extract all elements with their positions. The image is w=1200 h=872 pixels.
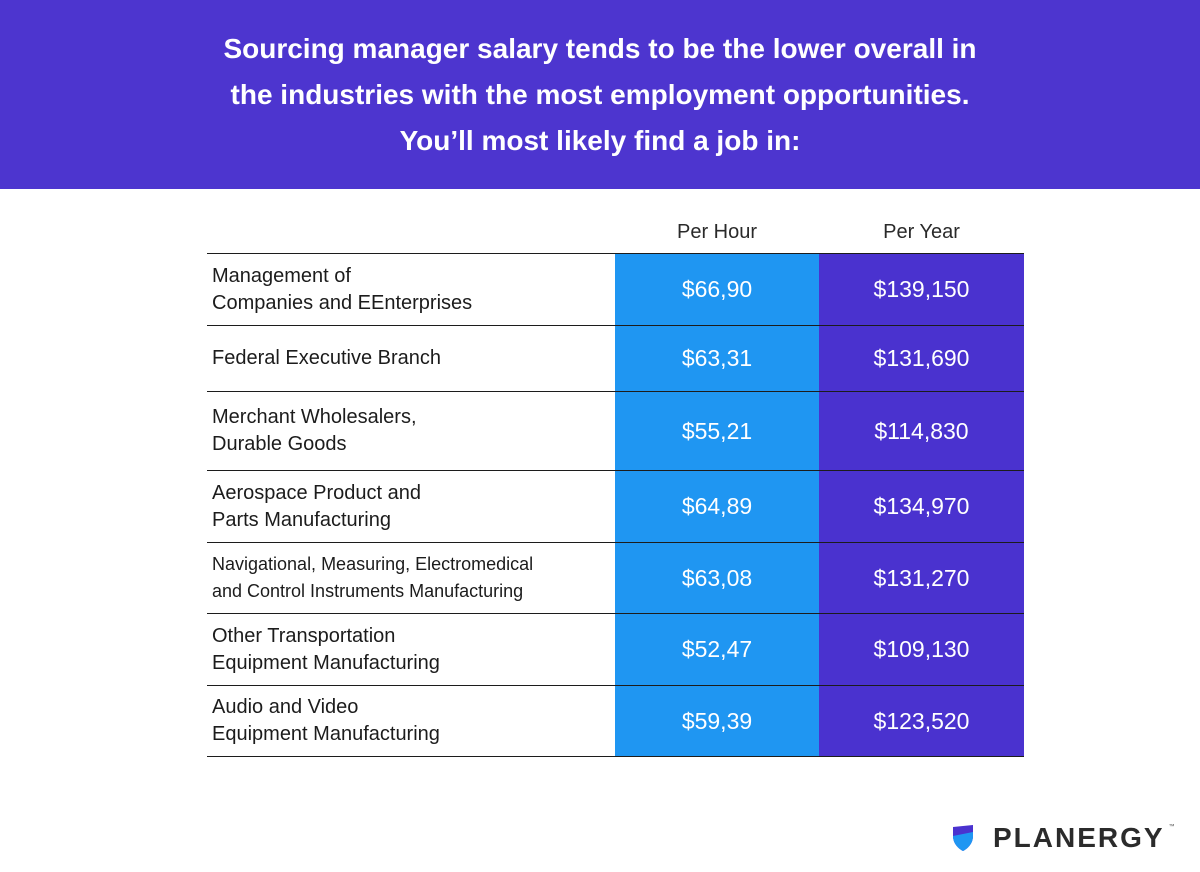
table-row: Federal Executive Branch $63,31 $131,690 xyxy=(207,326,1024,392)
industry-label: Federal Executive Branch xyxy=(212,347,442,369)
industry-label: Aerospace Product and Parts Manufacturin… xyxy=(212,481,422,531)
per-year-cell: $109,130 xyxy=(819,614,1024,685)
industry-label: Other Transportation Equipment Manufactu… xyxy=(212,624,440,674)
per-hour-cell: $63,08 xyxy=(615,543,819,613)
header-per-year: Per Year xyxy=(883,221,960,243)
shield-icon xyxy=(953,825,973,851)
table-row: Audio and Video Equipment Manufacturing … xyxy=(207,686,1024,757)
table-row: Management of Companies and EEnterprises… xyxy=(207,254,1024,326)
per-hour-cell: $55,21 xyxy=(615,392,819,470)
industry-label: Merchant Wholesalers, Durable Goods xyxy=(212,406,417,455)
table-row: Merchant Wholesalers, Durable Goods $55,… xyxy=(207,392,1024,471)
per-year-cell: $123,520 xyxy=(819,686,1024,756)
brand-wordmark: PLANERGY xyxy=(993,822,1165,853)
per-year-cell: $131,270 xyxy=(819,543,1024,613)
industry-label: Navigational, Measuring, Electromedical … xyxy=(212,554,534,601)
headline-line-1: Sourcing manager salary tends to be the … xyxy=(223,32,977,64)
per-year-cell: $131,690 xyxy=(819,326,1024,391)
per-year-cell: $134,970 xyxy=(819,471,1024,542)
per-hour-cell: $59,39 xyxy=(615,686,819,756)
table-header: Per Hour Per Year xyxy=(207,212,1024,254)
header-banner: Sourcing manager salary tends to be the … xyxy=(0,0,1200,189)
table-row: Navigational, Measuring, Electromedical … xyxy=(207,543,1024,614)
table-row: Aerospace Product and Parts Manufacturin… xyxy=(207,471,1024,543)
per-hour-cell: $63,31 xyxy=(615,326,819,391)
per-hour-cell: $52,47 xyxy=(615,614,819,685)
per-hour-cell: $64,89 xyxy=(615,471,819,542)
header-industry xyxy=(207,212,615,253)
headline-line-2: the industries with the most employment … xyxy=(230,78,970,110)
headline-line-3: You’ll most likely find a job in: xyxy=(399,124,801,156)
per-hour-cell: $66,90 xyxy=(615,254,819,325)
per-year-cell: $114,830 xyxy=(819,392,1024,470)
brand-name: PLANERGY ™ xyxy=(993,822,1175,854)
industry-label: Audio and Video Equipment Manufacturing xyxy=(212,696,440,745)
header-per-hour: Per Hour xyxy=(676,221,758,243)
per-year-cell: $139,150 xyxy=(819,254,1024,325)
table-row: Other Transportation Equipment Manufactu… xyxy=(207,614,1024,686)
trademark-mark: ™ xyxy=(1168,824,1175,830)
industry-label: Management of Companies and EEnterprises xyxy=(212,264,473,314)
planergy-logo: PLANERGY ™ xyxy=(951,822,1175,854)
salary-table: Per Hour Per Year Management of Companie… xyxy=(207,212,1024,757)
